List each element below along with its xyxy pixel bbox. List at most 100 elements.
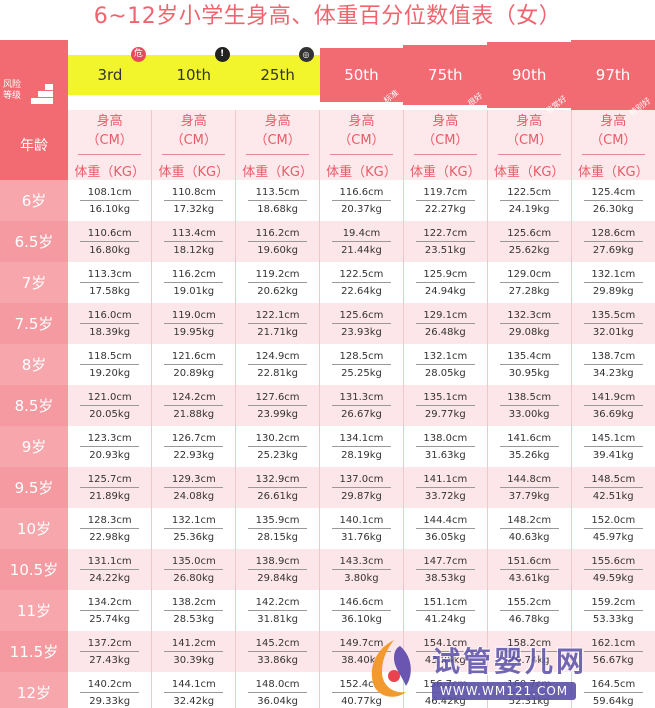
height-value: 141.2cm (164, 638, 224, 652)
height-unit-label: 身高（CM） (497, 110, 561, 155)
table-row: 6岁 108.1cm 16.10kg 110.8cm 17.32kg 113.5cm 18.… (0, 180, 655, 221)
weight-value: 26.67kg (341, 408, 382, 420)
value-cell: 144.1cm 32.42kg (151, 672, 236, 708)
height-value: 140.1cm (332, 515, 391, 529)
value-cell: 19.4cm 21.44kg (319, 221, 404, 262)
weight-value: 28.53kg (173, 613, 215, 625)
value-cell: 149.7cm 38.40kg (319, 631, 404, 672)
height-value: 113.5cm (248, 187, 308, 201)
weight-value: 49.59kg (592, 572, 634, 584)
danger-badge-icon: 危 (130, 47, 146, 62)
table-row: 8岁 118.5cm 19.20kg 121.6cm 20.89kg 124.9cm 22.… (0, 344, 655, 385)
value-cell: 113.4cm 18.12kg (151, 221, 236, 262)
height-value: 146.6cm (332, 597, 391, 611)
height-value: 144.1cm (164, 679, 224, 693)
age-cell: 9岁 (0, 426, 68, 467)
value-cell: 162.1cm 56.67kg (570, 631, 655, 672)
weight-value: 25.74kg (89, 613, 131, 625)
value-cell: 134.2cm 25.74kg (68, 590, 152, 631)
weight-value: 17.58kg (89, 285, 131, 297)
height-value: 113.4cm (164, 228, 224, 242)
unit-header-cell: 身高（CM） 体重（KG） (570, 110, 655, 180)
value-cell: 128.5cm 25.25kg (319, 344, 404, 385)
weight-value: 32.42kg (173, 695, 215, 707)
weight-value: 39.41kg (592, 449, 634, 461)
value-cell: 132.1cm 29.89kg (570, 262, 655, 303)
value-cell: 147.7cm 38.53kg (402, 549, 488, 590)
weight-value: 23.99kg (257, 408, 298, 420)
height-value: 132.1cm (164, 515, 224, 529)
height-value: 152.4cm (332, 679, 391, 693)
value-cell: 155.6cm 49.59kg (570, 549, 655, 590)
height-value: 129.3cm (164, 474, 224, 488)
age-cell: 11岁 (0, 590, 68, 631)
weight-value: 21.44kg (341, 244, 382, 256)
height-value: 132.1cm (583, 269, 643, 283)
page-title: 6~12岁小学生身高、体重百分位数值表（女） (93, 4, 562, 29)
height-value: 148.5cm (583, 474, 643, 488)
table-row: 7.5岁 116.0cm 18.39kg 119.0cm 19.95kg 122.1cm 2… (0, 303, 655, 344)
weight-value: 24.94kg (424, 285, 466, 297)
value-cell: 124.2cm 21.88kg (151, 385, 236, 426)
value-cell: 131.3cm 26.67kg (319, 385, 404, 426)
weight-value: 20.89kg (173, 367, 215, 379)
height-value: 138.5cm (499, 392, 559, 406)
weight-value: 27.28kg (508, 285, 550, 297)
percentile-box: 90th 非常好 (487, 42, 572, 116)
weight-value: 29.84kg (257, 572, 298, 584)
value-cell: 135.5cm 32.01kg (570, 303, 655, 344)
weight-value: 20.93kg (89, 449, 131, 461)
height-value: 129.0cm (499, 269, 559, 283)
weight-value: 19.95kg (173, 326, 215, 338)
height-value: 116.2cm (164, 269, 224, 283)
height-value: 124.2cm (164, 392, 224, 406)
weight-value: 38.40kg (341, 654, 382, 666)
weight-value: 16.10kg (89, 203, 131, 215)
height-unit-label: 身高（CM） (330, 110, 393, 155)
weight-value: 31.76kg (341, 531, 382, 543)
weight-value: 28.15kg (257, 531, 298, 543)
weight-value: 29.87kg (341, 490, 382, 502)
rating-tag: 标准 (382, 88, 401, 106)
weight-value: 43.61kg (508, 572, 550, 584)
weight-value: 18.68kg (257, 203, 298, 215)
value-cell: 132.1cm 28.05kg (402, 344, 488, 385)
weight-value: 33.00kg (508, 408, 550, 420)
height-value: 141.9cm (583, 392, 643, 406)
height-value: 126.7cm (164, 433, 224, 447)
age-cell: 6.5岁 (0, 221, 68, 262)
weight-value: 25.23kg (257, 449, 298, 461)
height-value: 119.0cm (164, 310, 224, 324)
height-value: 152.0cm (583, 515, 643, 529)
value-cell: 160.7cm 52.31kg (486, 672, 572, 708)
weight-value: 22.98kg (89, 531, 131, 543)
weight-value: 26.48kg (424, 326, 466, 338)
weight-value: 19.60kg (257, 244, 298, 256)
value-cell: 159.2cm 53.33kg (570, 590, 655, 631)
weight-value: 20.05kg (89, 408, 131, 420)
value-cell: 116.0cm 18.39kg (68, 303, 152, 344)
value-cell: 145.1cm 39.41kg (570, 426, 655, 467)
table-row: 10.5岁 131.1cm 24.22kg 135.0cm 26.80kg 138.9cm… (0, 549, 655, 590)
percentile-header-6: 97th 特别好 (571, 40, 655, 118)
height-unit-label: 身高（CM） (162, 110, 226, 155)
height-value: 151.1cm (415, 597, 475, 611)
risk-level-label: 风险等级 (3, 80, 22, 101)
value-cell: 148.0cm 36.04kg (235, 672, 320, 708)
value-cell: 141.2cm 30.39kg (151, 631, 236, 672)
height-value: 138.0cm (415, 433, 475, 447)
value-cell: 135.9cm 28.15kg (235, 508, 320, 549)
value-cell: 129.0cm 27.28kg (486, 262, 572, 303)
value-cell: 132.3cm 29.08kg (486, 303, 572, 344)
table-row: 7岁 113.3cm 17.58kg 116.2cm 19.01kg 119.2cm 20.… (0, 262, 655, 303)
value-cell: 140.1cm 31.76kg (319, 508, 404, 549)
weight-unit-label: 体重（KG） (577, 165, 649, 180)
percentile-box: 10th! (151, 47, 236, 95)
table-row: 9.5岁 125.7cm 21.89kg 129.3cm 24.08kg 132.9cm 2… (0, 467, 655, 508)
weight-value: 40.77kg (341, 695, 382, 707)
weight-value: 21.89kg (89, 490, 131, 502)
height-value: 159.2cm (583, 597, 643, 611)
height-value: 141.6cm (499, 433, 559, 447)
percentile-header-3: 50th 标准 (319, 40, 404, 110)
height-value: 148.0cm (248, 679, 308, 693)
